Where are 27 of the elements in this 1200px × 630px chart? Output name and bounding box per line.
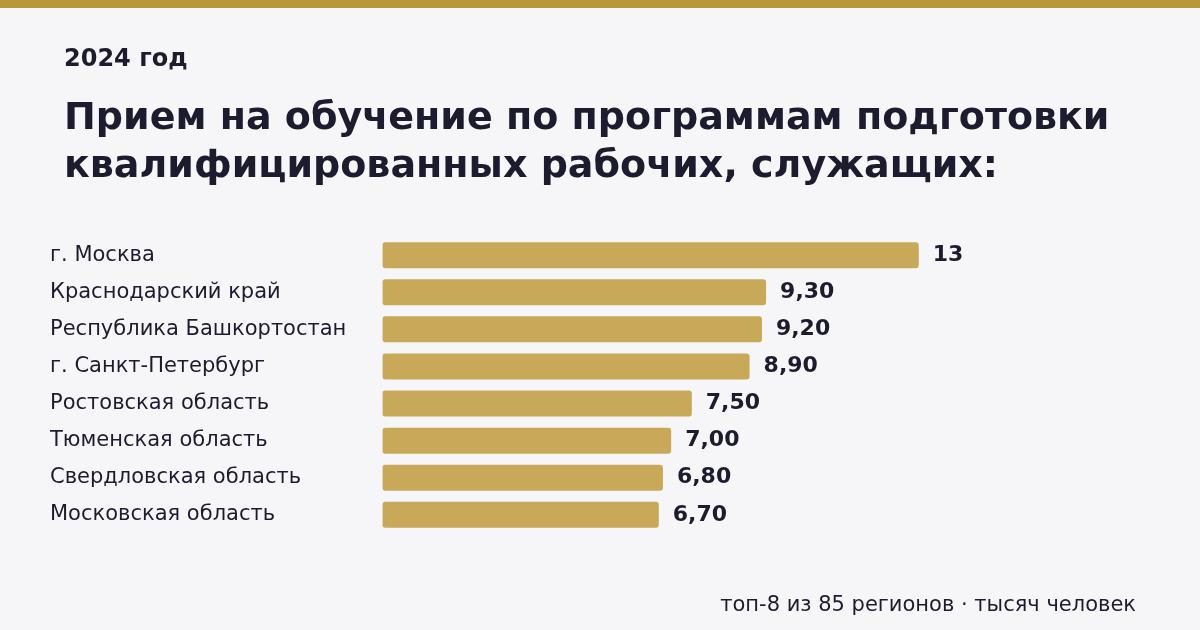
y-tick-label: г. Москва [50, 241, 155, 266]
bar [382, 279, 767, 306]
data-label: 7,50 [705, 389, 761, 415]
bar [382, 353, 750, 380]
data-label: 7,00 [685, 426, 740, 452]
y-tick-label: Ростовская область [50, 390, 270, 414]
bar [382, 390, 692, 417]
data-label: 9,30 [780, 277, 835, 303]
y-tick-label: Республика Башкортостан [50, 315, 347, 340]
data-label: 13 [932, 240, 964, 266]
text: топ-8 из 85 регионов · тысяч человек [720, 592, 1136, 616]
data-label: 9,20 [775, 315, 831, 341]
data-label: 8,90 [763, 352, 818, 378]
chart-title: Прием на обучение по программам подготовки квалифицированных рабочих, служащих: [64, 93, 1111, 188]
y-tick-label: Свердловская область [50, 464, 302, 489]
text: 2024 год [64, 44, 188, 72]
y-tick-label: Краснодарский край [50, 278, 281, 303]
bar [382, 501, 659, 528]
data-label: 6,80 [676, 463, 732, 489]
y-tick-label: Тюменская область [49, 427, 268, 452]
bar [382, 316, 762, 343]
bar [382, 464, 663, 491]
data-label: 6,70 [672, 500, 728, 526]
bar [382, 242, 919, 269]
bar [382, 427, 672, 454]
y-tick-label: г. Санкт-Петербург [50, 352, 266, 377]
y-tick-label: Московская область [50, 501, 276, 526]
